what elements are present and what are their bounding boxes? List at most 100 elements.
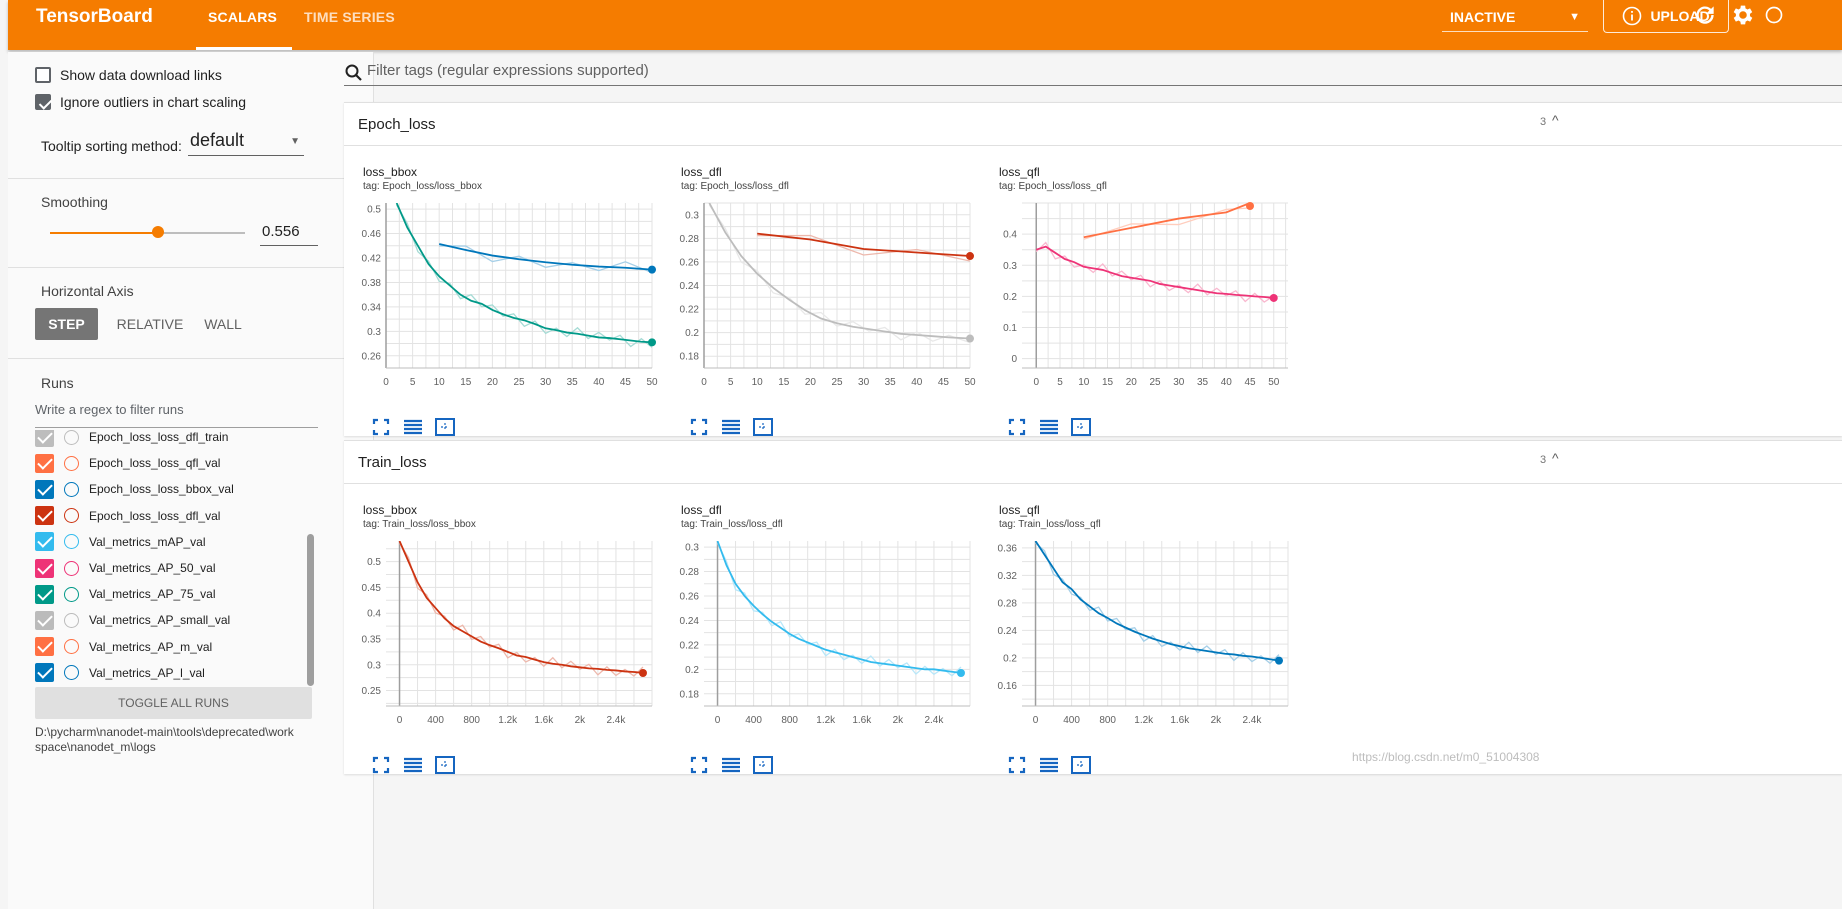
toggle-y-log-icon[interactable] [719, 415, 743, 439]
run-item[interactable]: Epoch_loss_loss_bbox_val [35, 476, 335, 502]
series-end-point[interactable] [956, 669, 965, 677]
fullscreen-icon[interactable] [369, 415, 393, 439]
axis-wall-button[interactable]: WALL [204, 316, 242, 332]
run-color-radio[interactable] [64, 612, 79, 628]
run-color-radio[interactable] [64, 455, 79, 471]
run-color-radio[interactable] [64, 665, 79, 681]
series-end-point[interactable] [648, 338, 656, 347]
chevron-up-icon[interactable]: ^ [1552, 112, 1559, 128]
series-end-point[interactable] [1274, 656, 1283, 665]
refresh-icon[interactable] [1692, 2, 1718, 28]
toggle-y-log-icon[interactable] [1037, 753, 1061, 777]
run-checkbox[interactable] [35, 479, 54, 499]
run-item[interactable]: Epoch_loss_loss_dfl_val [35, 503, 335, 529]
line-chart[interactable]: 0.26 0.3 0.34 0.38 0.42 0.46 0.5 0 5 10 15 20 25 30 35… [344, 201, 664, 416]
fit-domain-icon[interactable] [751, 415, 775, 439]
axis-step-button[interactable]: STEP [35, 308, 98, 340]
series-line[interactable] [438, 243, 652, 271]
tag-filter-input[interactable]: Filter tags (regular expressions support… [367, 62, 649, 79]
run-item[interactable]: Epoch_loss_loss_dfl_train [35, 430, 335, 450]
fit-domain-icon[interactable] [433, 415, 457, 439]
tag-group-header[interactable]: Epoch_loss 3 ^ [344, 103, 1842, 146]
line-chart[interactable]: 0.18 0.2 0.22 0.24 0.26 0.28 0.3 0 400 800 1.2k 1.6… [662, 539, 982, 754]
run-checkbox[interactable] [35, 610, 54, 630]
tooltip-sort-select[interactable]: default ▼ [188, 130, 304, 156]
toggle-all-runs-button[interactable]: TOGGLE ALL RUNS [35, 687, 312, 719]
fit-domain-icon[interactable] [1069, 753, 1093, 777]
run-checkbox[interactable] [35, 637, 54, 657]
runs-filter-input[interactable]: Write a regex to filter runs [35, 402, 318, 428]
run-color-radio[interactable] [64, 508, 79, 524]
axis-relative-button[interactable]: RELATIVE [116, 316, 184, 332]
series-line[interactable] [398, 541, 644, 674]
toggle-y-log-icon[interactable] [401, 753, 425, 777]
toggle-y-log-icon[interactable] [401, 415, 425, 439]
line-chart[interactable]: 0 0.1 0.2 0.3 0.4 0 5 10 15 20 25 30 35 40 45 50 [980, 201, 1300, 416]
run-checkbox[interactable] [35, 663, 54, 683]
run-item[interactable]: Val_metrics_AP_small_val [35, 607, 335, 633]
line-chart[interactable]: 0.18 0.2 0.22 0.24 0.26 0.28 0.3 0 5 10 15 20 25 30 35… [662, 201, 982, 416]
fullscreen-icon[interactable] [687, 753, 711, 777]
series-end-point[interactable] [648, 265, 656, 274]
run-checkbox[interactable] [35, 532, 54, 552]
run-item[interactable]: Val_metrics_mAP_val [35, 529, 335, 555]
series-line[interactable] [716, 541, 962, 674]
settings-icon[interactable] [1730, 2, 1756, 28]
series-end-point[interactable] [966, 252, 974, 261]
smoothing-slider-handle[interactable] [152, 226, 165, 238]
chevron-up-icon[interactable]: ^ [1552, 450, 1559, 466]
fit-domain-icon[interactable] [433, 753, 457, 777]
series-end-point[interactable] [1269, 293, 1278, 302]
run-name: Val_metrics_AP_small_val [89, 613, 231, 628]
help-icon[interactable] [1764, 2, 1784, 28]
line-chart[interactable]: 0.16 0.2 0.24 0.28 0.32 0.36 0 400 800 1.2k 1.6k 2k… [980, 539, 1300, 754]
run-checkbox[interactable] [35, 430, 54, 447]
runs-scrollbar[interactable] [307, 534, 314, 686]
upload-button[interactable]: UPLOAD [1603, 0, 1729, 33]
tag-group-header[interactable]: Train_loss 3 ^ [344, 441, 1842, 484]
run-checkbox[interactable] [35, 584, 54, 604]
tab-time-series[interactable]: TIME SERIES [304, 9, 395, 25]
series-line[interactable] [708, 203, 970, 340]
run-color-radio[interactable] [64, 430, 79, 445]
run-checkbox[interactable] [35, 558, 54, 578]
run-color-radio[interactable] [64, 534, 79, 550]
run-color-radio[interactable] [64, 639, 79, 655]
series-line[interactable] [1035, 245, 1274, 299]
fullscreen-icon[interactable] [369, 753, 393, 777]
fit-domain-icon[interactable] [1069, 415, 1093, 439]
run-item[interactable]: Val_metrics_AP_75_val [35, 581, 335, 607]
tag-filter-bar[interactable]: Filter tags (regular expressions support… [344, 56, 1842, 86]
run-color-radio[interactable] [64, 481, 79, 497]
fullscreen-icon[interactable] [687, 415, 711, 439]
tab-scalars[interactable]: SCALARS [208, 9, 278, 25]
show-download-links-option[interactable]: Show data download links [35, 67, 222, 83]
series-line[interactable] [395, 203, 652, 344]
series-line[interactable] [1083, 203, 1251, 239]
run-color-radio[interactable] [64, 586, 79, 602]
series-end-point[interactable] [638, 669, 647, 677]
x-tick-label: 1.2k [498, 715, 518, 726]
ignore-outliers-checkbox[interactable] [35, 94, 51, 110]
run-item[interactable]: Val_metrics_AP_m_val [35, 634, 335, 660]
series-line[interactable] [1034, 541, 1280, 662]
series-end-point[interactable] [1246, 202, 1254, 210]
fullscreen-icon[interactable] [1005, 415, 1029, 439]
line-chart[interactable]: 0.25 0.3 0.35 0.4 0.45 0.5 0 400 800 1.2k 1.6k 2k 2.… [344, 539, 664, 754]
toggle-y-log-icon[interactable] [1037, 415, 1061, 439]
fit-domain-icon[interactable] [751, 753, 775, 777]
series-end-point[interactable] [966, 334, 974, 343]
smoothing-value-input[interactable]: 0.556 [260, 220, 318, 246]
show-download-links-checkbox[interactable] [35, 67, 51, 83]
fullscreen-icon[interactable] [1005, 753, 1029, 777]
run-checkbox[interactable] [35, 453, 54, 473]
ignore-outliers-option[interactable]: Ignore outliers in chart scaling [35, 94, 246, 110]
run-item[interactable]: Epoch_loss_loss_qfl_val [35, 450, 335, 476]
toggle-y-log-icon[interactable] [719, 753, 743, 777]
run-item[interactable]: Val_metrics_AP_50_val [35, 555, 335, 581]
series-line[interactable] [757, 232, 970, 257]
run-item[interactable]: Val_metrics_AP_l_val [35, 660, 335, 686]
run-color-radio[interactable] [64, 560, 79, 576]
run-checkbox[interactable] [35, 506, 54, 526]
run-status-dropdown[interactable]: INACTIVE ▼ [1442, 6, 1588, 32]
